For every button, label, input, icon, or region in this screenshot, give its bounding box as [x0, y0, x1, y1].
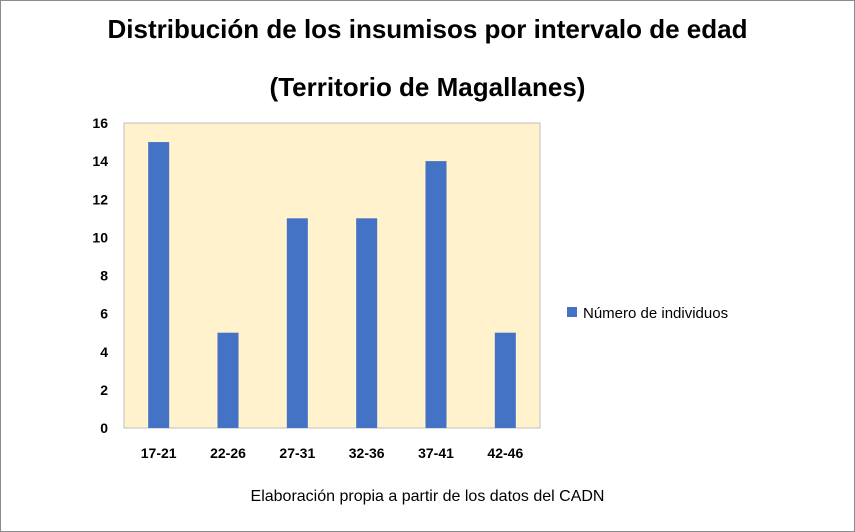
- x-tick-label: 42-46: [487, 445, 523, 461]
- y-tick-label: 2: [100, 382, 108, 398]
- y-tick-label: 12: [92, 191, 108, 207]
- y-tick-label: 4: [100, 344, 108, 360]
- chart-subtitle: (Territorio de Magallanes): [269, 72, 586, 102]
- y-tick-label: 0: [100, 420, 108, 436]
- y-tick-label: 14: [92, 153, 108, 169]
- legend-swatch: [567, 307, 577, 317]
- legend: Número de individuos: [567, 305, 728, 322]
- x-tick-label: 32-36: [349, 445, 385, 461]
- y-tick-label: 8: [100, 268, 108, 284]
- y-axis: 0 2 4 6 8 10 12 14 16: [92, 115, 108, 436]
- y-tick-label: 6: [100, 306, 108, 322]
- plot-area: [123, 122, 541, 429]
- x-tick-label: 22-26: [210, 445, 246, 461]
- bar-22-26: [217, 332, 239, 428]
- x-tick-label: 27-31: [279, 445, 315, 461]
- y-tick-label: 16: [92, 115, 108, 131]
- y-tick-label: 10: [92, 229, 108, 245]
- bar-27-31: [286, 218, 308, 428]
- chart-title: Distribución de los insumisos por interv…: [107, 14, 748, 44]
- bars: [148, 142, 516, 428]
- x-tick-label: 17-21: [141, 445, 177, 461]
- source-note: Elaboración propia a partir de los datos…: [250, 488, 605, 505]
- bar-42-46: [494, 332, 516, 428]
- bar-37-41: [425, 161, 447, 428]
- bar-17-21: [148, 142, 170, 428]
- x-tick-label: 37-41: [418, 445, 454, 461]
- bar-32-36: [356, 218, 378, 428]
- legend-label: Número de individuos: [583, 305, 728, 322]
- x-axis: 17-21 22-26 27-31 32-36 37-41 42-46: [141, 445, 524, 461]
